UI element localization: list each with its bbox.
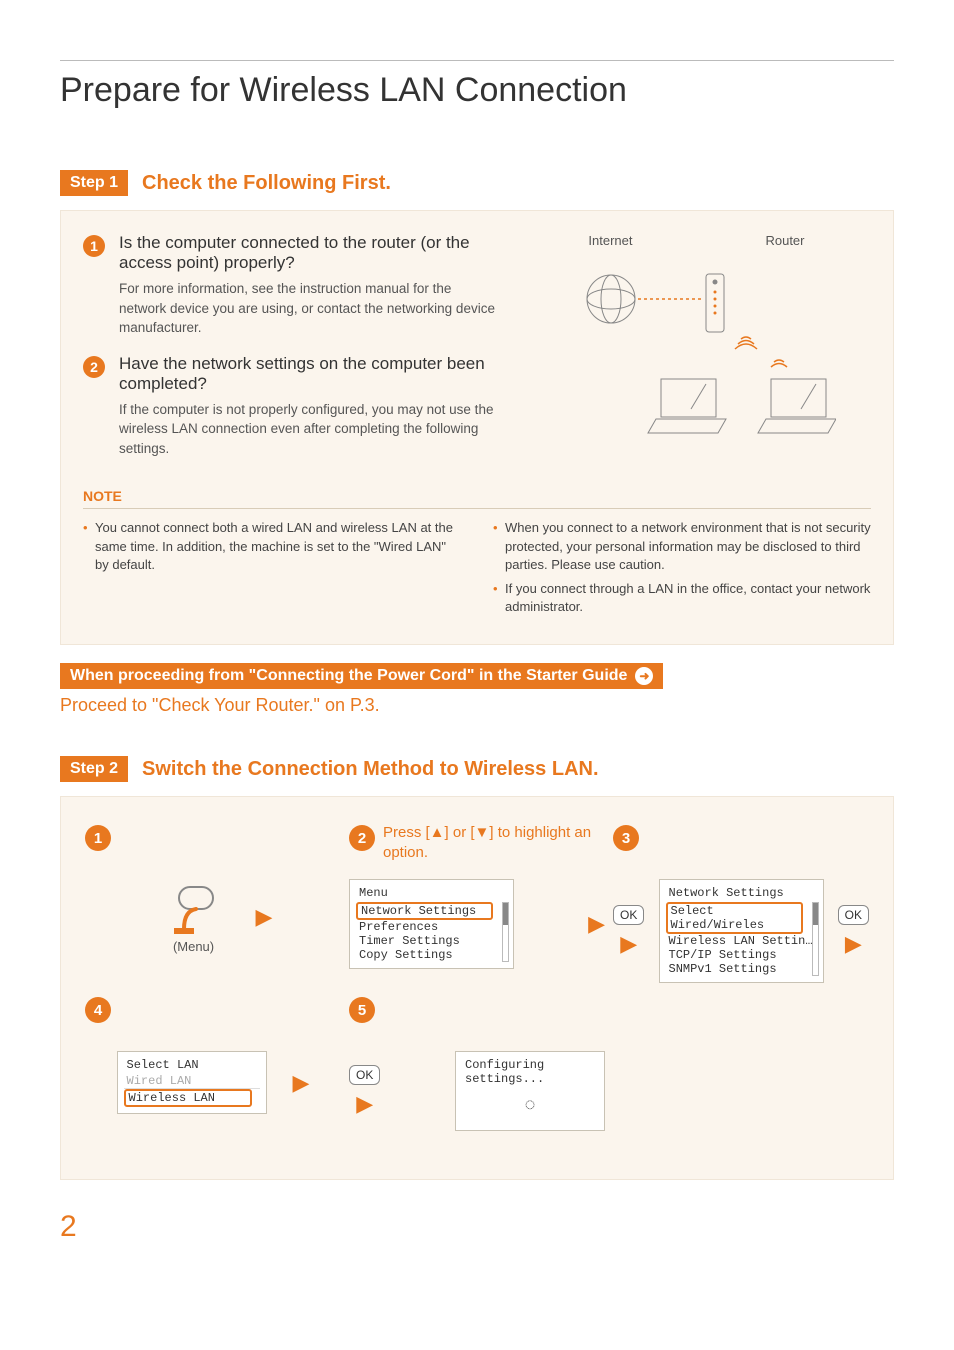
proceed-link: Proceed to "Check Your Router." on P.3. [60, 695, 894, 716]
screen-line: Wireless LAN Settin… [666, 934, 817, 948]
step2-cell-3: 3 OK ▶ Network Settings Select Wired/Wir… [609, 817, 873, 989]
step2-badge: Step 2 [60, 756, 128, 782]
screen-line: SNMPv1 Settings [666, 962, 817, 976]
menu-label: (Menu) [173, 939, 214, 954]
screen-message: Configuring settings... [462, 1058, 598, 1086]
step2-header: Step 2 Switch the Connection Method to W… [60, 756, 894, 782]
cell-number: 2 [349, 825, 375, 851]
step2-cell-2: 2 Press [▲] or [▼] to highlight an optio… [345, 817, 609, 989]
proceed-bar-text: When proceeding from "Connecting the Pow… [70, 667, 627, 685]
ok-key: OK [613, 905, 644, 925]
proceed-bar: When proceeding from "Connecting the Pow… [60, 663, 663, 689]
check-question: Is the computer connected to the router … [119, 233, 502, 273]
screen-title: Menu [356, 886, 507, 900]
proceed-section: When proceeding from "Connecting the Pow… [60, 663, 894, 716]
step1-badge: Step 1 [60, 170, 128, 196]
menu-button-icon [154, 879, 234, 939]
screen-highlight: Network Settings [356, 902, 493, 920]
arrow-right-icon: ➜ [635, 667, 653, 685]
note-heading: NOTE [83, 488, 871, 504]
network-diagram-svg [556, 254, 836, 444]
step1-header: Step 1 Check the Following First. [60, 170, 894, 196]
screen-line: Copy Settings [356, 948, 507, 962]
diagram-label-internet: Internet [588, 233, 632, 248]
step2-title: Switch the Connection Method to Wireless… [142, 758, 599, 781]
check-number: 2 [83, 356, 105, 378]
spinner-icon: ◌ [462, 1096, 598, 1116]
check-item: 2 Have the network settings on the compu… [83, 354, 502, 459]
diagram-label-router: Router [765, 233, 804, 248]
note-divider [83, 508, 871, 509]
flow-arrow-icon: ▶ [293, 1070, 310, 1096]
step2-cell-4: 4 Select LAN Wired LAN Wireless LAN ▶ [81, 989, 345, 1159]
screen-dim-line: Wired LAN [124, 1074, 260, 1089]
step2-cell-empty [609, 989, 873, 1159]
screen-line: Preferences [356, 920, 507, 934]
screen-title: Select LAN [124, 1058, 260, 1072]
check-detail: If the computer is not properly configur… [119, 400, 502, 459]
check-number: 1 [83, 235, 105, 257]
flow-arrow-icon: ▶ [620, 931, 637, 957]
cell-caption: Press [▲] or [▼] to highlight an option. [383, 823, 605, 862]
top-rule [60, 60, 894, 61]
step1-box: 1 Is the computer connected to the route… [60, 210, 894, 645]
check-question: Have the network settings on the compute… [119, 354, 502, 394]
lcd-screen-menu: Menu Network Settings Preferences Timer … [349, 879, 514, 969]
note-bullet: You cannot connect both a wired LAN and … [83, 519, 461, 574]
step1-title: Check the Following First. [142, 172, 391, 195]
step1-checks: 1 Is the computer connected to the route… [83, 233, 502, 474]
network-diagram: Internet Router [522, 233, 871, 474]
screen-highlight: Wireless LAN [124, 1089, 252, 1107]
check-detail: For more information, see the instructio… [119, 279, 502, 338]
screen-line: Timer Settings [356, 934, 507, 948]
cell-number: 3 [613, 825, 639, 851]
flow-arrow-icon: ▶ [845, 931, 862, 957]
note-bullet: If you connect through a LAN in the offi… [493, 580, 871, 616]
cell-number: 5 [349, 997, 375, 1023]
step2-cell-1: 1 (Menu) ▶ [81, 817, 345, 989]
flow-arrow-icon: ▶ [256, 904, 273, 930]
page-number: 2 [60, 1210, 894, 1244]
page-title: Prepare for Wireless LAN Connection [60, 71, 894, 110]
lcd-screen-select-lan: Select LAN Wired LAN Wireless LAN [117, 1051, 267, 1114]
lcd-screen-configuring: Configuring settings... ◌ [455, 1051, 605, 1131]
scrollbar [812, 902, 819, 976]
scrollbar [502, 902, 509, 962]
ok-key: OK [349, 1065, 380, 1085]
cell-number: 4 [85, 997, 111, 1023]
note-bullet: When you connect to a network environmen… [493, 519, 871, 574]
check-item: 1 Is the computer connected to the route… [83, 233, 502, 338]
ok-key: OK [838, 905, 869, 925]
note-columns: You cannot connect both a wired LAN and … [83, 519, 871, 622]
step2-box: 1 (Menu) ▶ 2 Press [▲] or [▼] to highlig… [60, 796, 894, 1180]
screen-highlight: Select Wired/Wireles [666, 902, 803, 934]
screen-line: TCP/IP Settings [666, 948, 817, 962]
flow-arrow-icon: ▶ [588, 911, 605, 937]
screen-title: Network Settings [666, 886, 817, 900]
flow-arrow-icon: ▶ [356, 1091, 373, 1117]
lcd-screen-network: Network Settings Select Wired/Wireles Wi… [659, 879, 824, 983]
step2-cell-5: 5 OK ▶ Configuring settings... ◌ [345, 989, 609, 1159]
cell-number: 1 [85, 825, 111, 851]
